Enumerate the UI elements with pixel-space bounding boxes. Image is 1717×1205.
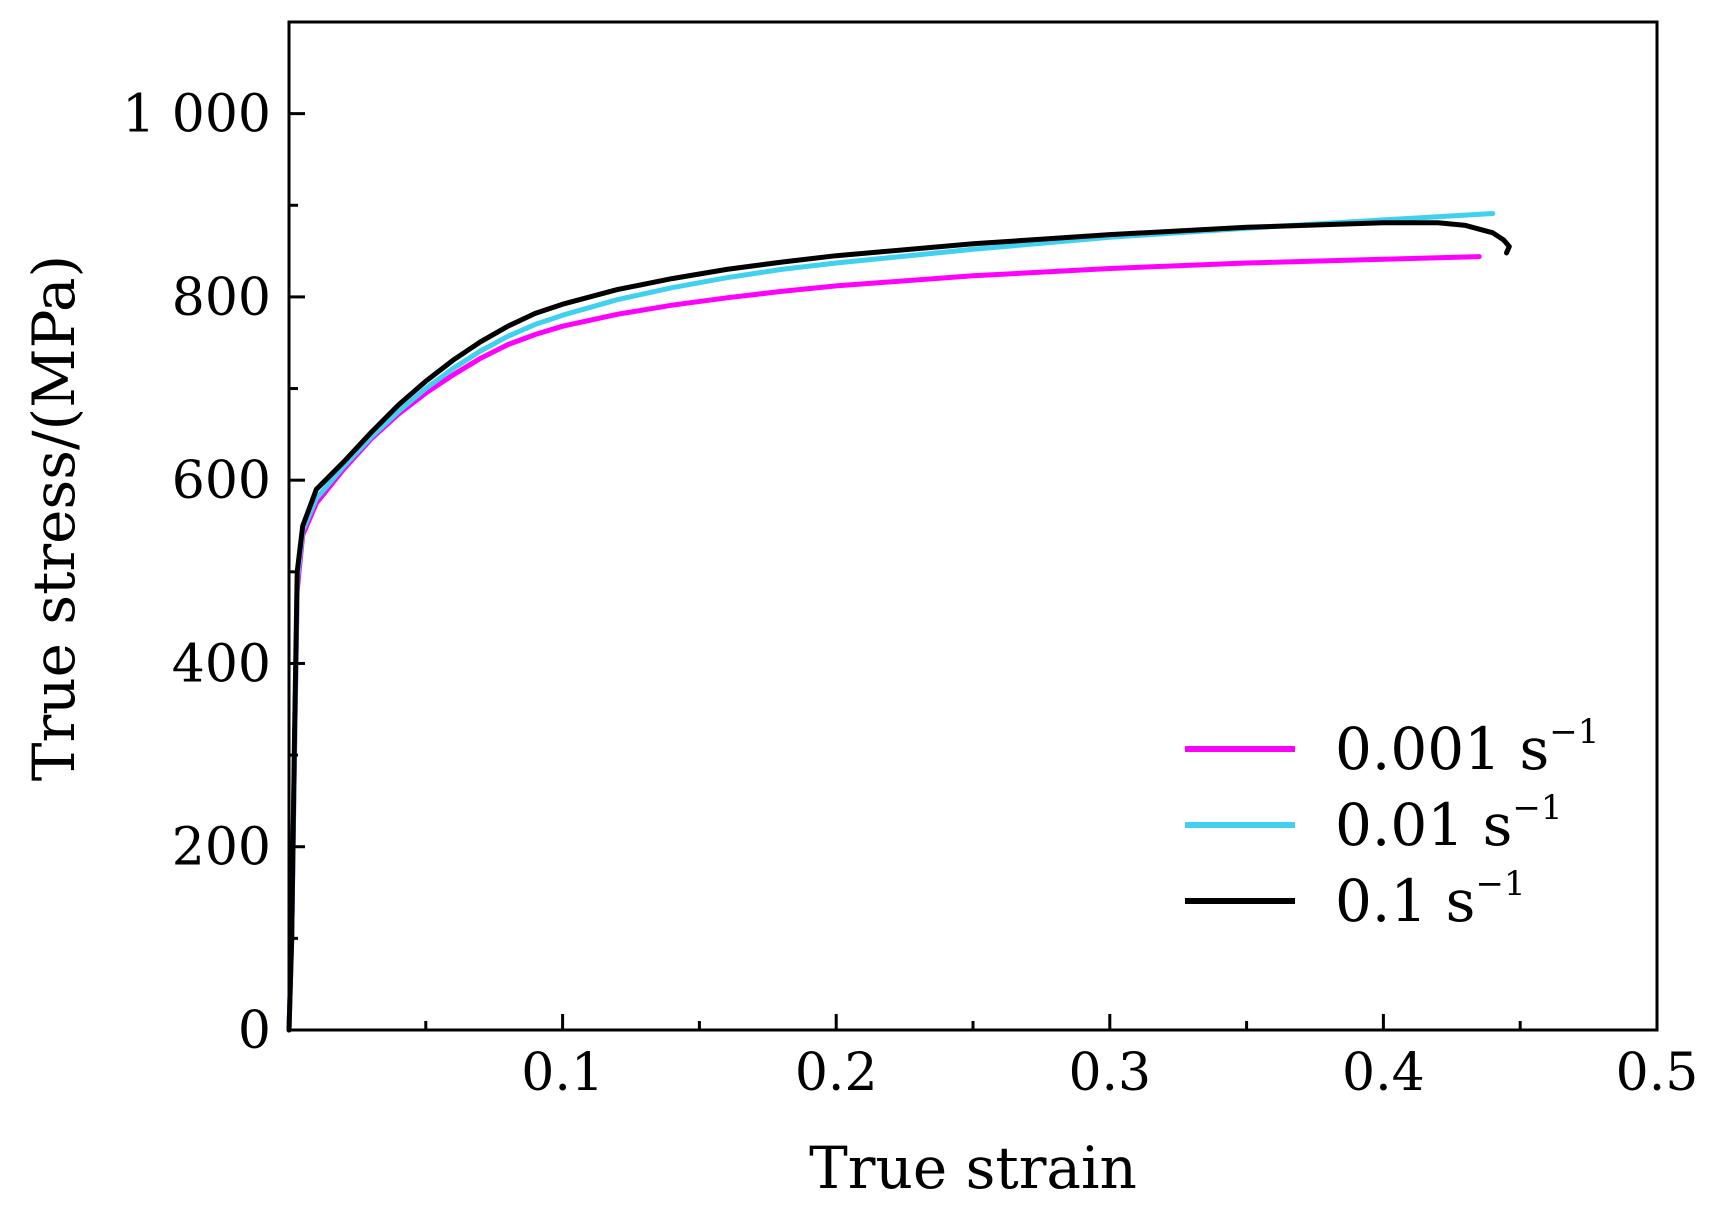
legend-label-superscript: −1 xyxy=(1549,712,1599,752)
x-tick-label: 0.3 xyxy=(1068,1043,1151,1103)
y-tick-label: 0 xyxy=(238,1001,271,1061)
x-tick-label: 0.1 xyxy=(521,1043,604,1103)
y-tick-label: 1 000 xyxy=(122,85,271,145)
y-tick-label: 400 xyxy=(172,634,271,694)
legend-label: 0.01 s−1 xyxy=(1335,788,1562,859)
legend-label-text: 0.1 s xyxy=(1335,867,1475,935)
legend-label-text: 0.01 s xyxy=(1335,791,1512,859)
legend-label-superscript: −1 xyxy=(1475,864,1525,904)
x-tick-label: 0.5 xyxy=(1616,1043,1699,1103)
series-line-2 xyxy=(286,220,1512,1033)
ticks-layer: 0.1 0.2 0.3 0.4 0.5 0 200 400 600 800 1 000 xyxy=(122,85,1698,1103)
legend-label-superscript: −1 xyxy=(1512,788,1562,828)
series-layer xyxy=(286,211,1512,1033)
legend-label: 0.001 s−1 xyxy=(1335,712,1599,783)
x-tick-label: 0.4 xyxy=(1342,1043,1425,1103)
y-tick-label: 600 xyxy=(172,451,271,511)
legend: 0.001 s−10.01 s−10.1 s−1 xyxy=(1185,712,1599,935)
x-axis-label: True strain xyxy=(809,1134,1137,1201)
y-axis-label: True stress/(MPa) xyxy=(20,255,88,781)
legend-label-text: 0.001 s xyxy=(1335,715,1549,783)
y-tick-label: 200 xyxy=(172,818,271,878)
y-tick-label: 800 xyxy=(172,268,271,328)
legend-label: 0.1 s−1 xyxy=(1335,864,1526,935)
x-tick-label: 0.2 xyxy=(795,1043,878,1103)
